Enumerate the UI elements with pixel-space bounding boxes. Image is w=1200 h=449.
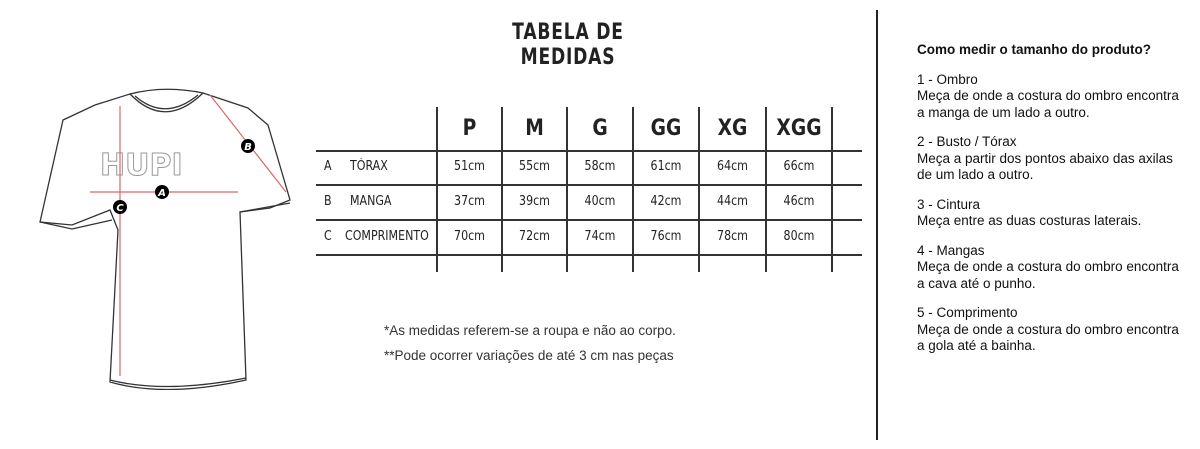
size-header: GG (650, 116, 682, 141)
marker-icons: A B C (113, 139, 255, 214)
section-text: Meça de onde a costura do ombro encontra… (917, 259, 1179, 291)
table-cell: 72cm (519, 229, 550, 244)
size-header: M (525, 116, 544, 141)
table-cell: 74cm (584, 229, 616, 244)
section-title: 3 - Cintura (917, 196, 981, 212)
size-header: XGG (776, 116, 822, 141)
table-cell: 78cm (717, 229, 748, 244)
table-cell: 66cm (783, 159, 815, 174)
guide-section: 2 - Busto / Tórax Meça a partir dos ponto… (917, 134, 1187, 184)
brand-logo: HUPI (100, 148, 183, 183)
row-name: MANGA (350, 194, 392, 209)
table-cell: 80cm (783, 229, 815, 244)
size-header: G (592, 116, 608, 141)
tshirt-diagram: HUPI A B C (39, 88, 291, 390)
table-cell: 39cm (519, 194, 550, 209)
section-title: 4 - Mangas (917, 242, 985, 258)
row-name: TÓRAX (350, 159, 388, 174)
divider (876, 10, 878, 440)
table-cell: 42cm (650, 194, 682, 209)
guide-section: 4 - Mangas Meça de onde a costura do ombr… (917, 243, 1187, 293)
table-cell: 37cm (454, 194, 485, 209)
table-cell: 64cm (717, 159, 748, 174)
guide-section: 1 - Ombro Meça de onde a costura do ombro… (917, 72, 1187, 122)
section-title: 1 - Ombro (917, 71, 978, 87)
guide-heading: Como medir o tamanho do produto? (917, 42, 1151, 57)
guide-section: 3 - Cintura Meça entre as duas costuras l… (917, 197, 1187, 230)
row-code: A (324, 159, 332, 174)
table-cell: 40cm (584, 194, 616, 209)
guide-section: 5 - Comprimento Meça de onde a costura do… (917, 305, 1187, 355)
svg-text:C: C (116, 203, 124, 214)
section-title: 2 - Busto / Tórax (917, 134, 1017, 149)
table-cell: 51cm (454, 159, 485, 174)
size-header: XG (717, 116, 748, 141)
section-text: Meça de onde a costura do ombro encontra… (917, 321, 1179, 354)
page-title: TABELA DE MEDIDAS (512, 20, 624, 70)
table-cell: 44cm (717, 194, 748, 209)
table-cell: 55cm (519, 159, 550, 174)
table-cell: 46cm (783, 194, 815, 209)
note-measurements: *As medidas referem-se a roupa e não ao … (384, 323, 676, 338)
section-text: Meça de onde a costura do ombro encontra… (917, 88, 1179, 120)
measure-guide: Como medir o tamanho do produto? 1 - Omb… (917, 42, 1187, 368)
section-text: Meça entre as duas costuras laterais. (917, 213, 1142, 228)
section-text: Meça a partir dos pontos abaixo das axil… (917, 150, 1173, 183)
section-title: 5 - Comprimento (917, 305, 1018, 320)
table-cell: 61cm (650, 159, 682, 174)
row-code: B (324, 194, 332, 209)
size-header: P (462, 116, 477, 141)
svg-text:B: B (244, 142, 252, 153)
row-name: COMPRIMENTO (345, 229, 429, 244)
table-cell: 76cm (650, 229, 682, 244)
svg-text:A: A (157, 188, 166, 199)
note-variation: **Pode ocorrer variações de até 3 cm nas… (384, 348, 674, 363)
table-cell: 70cm (454, 229, 485, 244)
row-code: C (324, 229, 332, 244)
table-cell: 58cm (584, 159, 616, 174)
